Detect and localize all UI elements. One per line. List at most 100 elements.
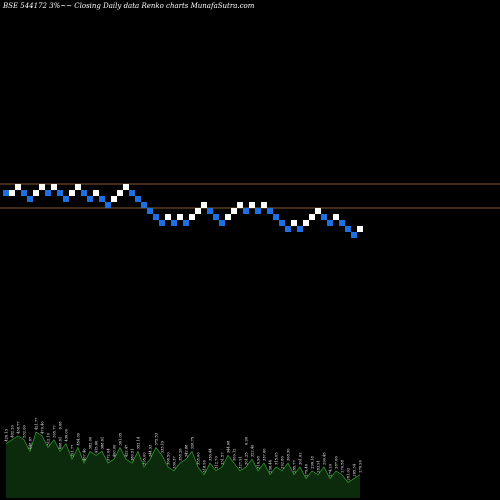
- up-brick-32: [195, 208, 201, 214]
- down-brick-16: [99, 196, 105, 202]
- volume-label-46: 292.86: [281, 456, 285, 469]
- up-brick-51: [309, 214, 315, 220]
- volume-label-30: 342.88: [185, 444, 189, 457]
- up-brick-33: [201, 202, 207, 208]
- down-brick-40: [243, 208, 249, 214]
- volume-label-34: 336.44: [209, 448, 213, 461]
- volume-label-31: 326.75: [191, 436, 195, 449]
- down-brick-4: [27, 196, 33, 202]
- up-brick-8: [51, 184, 57, 190]
- volume-label-6: 470.40: [41, 421, 45, 434]
- volume-label-33: 318.90: [203, 459, 207, 472]
- renko-bricks: [3, 184, 363, 238]
- down-brick-57: [345, 226, 351, 232]
- volume-label-20: 422.47: [125, 444, 129, 457]
- volume-area: [5, 431, 361, 498]
- up-brick-59: [357, 226, 363, 232]
- volume-label-45: 315.05: [275, 452, 279, 465]
- down-brick-0: [3, 190, 9, 196]
- down-brick-21: [129, 190, 135, 196]
- volume-label-35: 312.70: [215, 456, 219, 469]
- volume-label-53: 290.45: [323, 452, 327, 465]
- up-brick-31: [189, 214, 195, 220]
- volume-peak-label-0: 6.68: [59, 421, 63, 430]
- down-brick-17: [105, 202, 111, 208]
- volume-label-36: 331.57: [221, 452, 225, 465]
- volume-label-48: 285.77: [293, 459, 297, 472]
- up-brick-27: [165, 214, 171, 220]
- up-brick-52: [315, 208, 321, 214]
- volume-peak-label-1: 6.90: [245, 436, 249, 445]
- down-brick-58: [351, 232, 357, 238]
- volume-label-28: 330.37: [173, 456, 177, 469]
- down-brick-35: [213, 214, 219, 220]
- volume-label-18: 400.00: [113, 444, 117, 457]
- volume-label-42: 316.98: [257, 456, 261, 469]
- volume-label-55: 287.66: [335, 456, 339, 469]
- volume-label-56: 270.58: [341, 459, 345, 472]
- up-brick-37: [225, 214, 231, 220]
- volume-label-43: 337.60: [263, 448, 267, 461]
- up-brick-1: [9, 190, 15, 196]
- down-brick-13: [81, 190, 87, 196]
- down-brick-28: [171, 220, 177, 226]
- down-brick-56: [339, 220, 345, 226]
- volume-label-26: 333.19: [161, 440, 165, 453]
- down-brick-23: [141, 202, 147, 208]
- volume-label-1: 482.20: [11, 424, 15, 437]
- down-brick-7: [45, 190, 51, 196]
- volume-label-16: 388.61: [101, 437, 105, 450]
- volume-label-40: 301.25: [245, 452, 249, 465]
- volume-label-10: 436.00: [65, 428, 69, 441]
- down-brick-3: [21, 190, 27, 196]
- volume-label-58: 265.34: [353, 463, 357, 476]
- up-brick-11: [69, 190, 75, 196]
- volume-label-41: 322.40: [251, 444, 255, 457]
- down-brick-24: [147, 208, 153, 214]
- down-brick-34: [207, 208, 213, 214]
- volume-label-19: 361.05: [119, 432, 123, 445]
- volume-label-32: 355.00: [197, 452, 201, 465]
- volume-label-29: 358.26: [179, 448, 183, 461]
- volume-label-0: 426.13: [5, 428, 9, 441]
- volume-label-57: 281.02: [347, 468, 351, 481]
- up-brick-41: [249, 202, 255, 208]
- up-brick-55: [333, 214, 339, 220]
- volume-label-22: 352.14: [137, 436, 141, 449]
- up-brick-5: [33, 190, 39, 196]
- volume-label-37: 344.08: [227, 440, 231, 453]
- volume-label-2: 438.77: [17, 421, 21, 434]
- up-brick-48: [291, 220, 297, 226]
- up-brick-15: [93, 190, 99, 196]
- volume-label-5: 421.77: [35, 417, 39, 430]
- down-brick-9: [57, 190, 63, 196]
- down-brick-54: [327, 220, 333, 226]
- down-brick-53: [321, 214, 327, 220]
- volume-label-24: 344.93: [149, 444, 153, 457]
- up-brick-19: [117, 190, 123, 196]
- volume-label-38: 309.12: [233, 448, 237, 461]
- volume-label-14: 382.00: [89, 436, 93, 449]
- volume-label-59: 276.90: [359, 459, 363, 472]
- chart-title: BSE 544172 3%~~ Closing Daily data Renko…: [2, 2, 255, 10]
- up-brick-18: [111, 196, 117, 202]
- up-brick-2: [15, 184, 21, 190]
- down-brick-10: [63, 196, 69, 202]
- up-brick-12: [75, 184, 81, 190]
- volume-label-39: 327.91: [239, 456, 243, 469]
- up-brick-29: [177, 214, 183, 220]
- up-brick-39: [237, 202, 243, 208]
- up-brick-50: [303, 220, 309, 226]
- volume-label-44: 298.44: [269, 459, 273, 472]
- volume-label-47: 308.30: [287, 448, 291, 461]
- down-brick-30: [183, 220, 189, 226]
- volume-label-13: 407.40: [83, 448, 87, 461]
- volume-label-52: 283.91: [317, 460, 321, 473]
- down-brick-47: [285, 226, 291, 232]
- volume-label-50: 279.40: [305, 463, 309, 476]
- volume-label-54: 274.20: [329, 463, 333, 476]
- down-brick-22: [135, 196, 141, 202]
- down-brick-25: [153, 214, 159, 220]
